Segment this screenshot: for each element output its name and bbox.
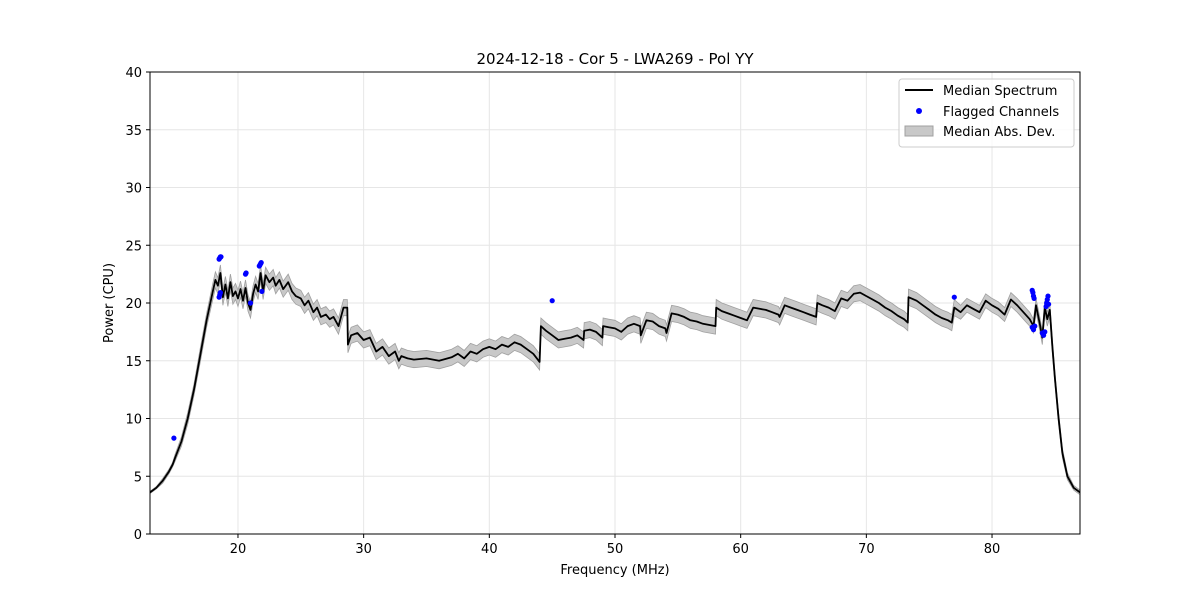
x-tick-label: 40 bbox=[481, 542, 498, 557]
x-tick-label: 20 bbox=[230, 542, 247, 557]
legend-flagged-label: Flagged Channels bbox=[943, 105, 1059, 120]
y-axis-label: Power (CPU) bbox=[102, 263, 117, 343]
flagged-point bbox=[549, 298, 555, 304]
x-axis-ticks: 20 30 40 50 60 70 80 bbox=[230, 534, 1001, 557]
y-tick-label: 40 bbox=[125, 66, 142, 81]
legend-mad-label: Median Abs. Dev. bbox=[943, 125, 1055, 140]
median-spectrum-path bbox=[149, 272, 1081, 494]
y-tick-label: 10 bbox=[125, 413, 142, 428]
y-tick-label: 5 bbox=[134, 470, 142, 485]
flagged-point bbox=[1031, 295, 1037, 301]
flagged-channel-points bbox=[171, 254, 1052, 441]
x-axis-label: Frequency (MHz) bbox=[560, 563, 669, 578]
flagged-point bbox=[1046, 301, 1052, 307]
y-tick-label: 20 bbox=[125, 297, 142, 312]
flagged-point bbox=[1045, 293, 1051, 299]
y-tick-label: 15 bbox=[125, 355, 142, 370]
x-tick-label: 30 bbox=[355, 542, 372, 557]
y-axis-ticks: 0 5 10 15 20 25 30 35 40 bbox=[125, 66, 150, 543]
flagged-point bbox=[171, 435, 177, 441]
flagged-point bbox=[218, 254, 224, 260]
legend-box bbox=[898, 78, 1075, 148]
legend-median-label: Median Spectrum bbox=[943, 84, 1057, 99]
y-tick-label: 35 bbox=[125, 124, 142, 139]
flagged-point bbox=[217, 290, 223, 296]
legend: Median Spectrum Flagged Channels Median … bbox=[898, 78, 1075, 148]
flagged-point bbox=[951, 294, 957, 300]
x-tick-label: 60 bbox=[732, 542, 749, 557]
flagged-point bbox=[259, 288, 265, 294]
x-tick-label: 70 bbox=[858, 542, 875, 557]
median-spectrum-line bbox=[149, 272, 1081, 494]
legend-mad-swatch bbox=[904, 125, 934, 137]
x-tick-label: 80 bbox=[984, 542, 1001, 557]
chart-title: 2024-12-18 - Cor 5 - LWA269 - Pol YY bbox=[477, 50, 755, 68]
legend-flagged-swatch bbox=[916, 108, 922, 114]
flagged-point bbox=[247, 300, 254, 306]
flagged-point bbox=[1042, 329, 1048, 335]
y-tick-label: 25 bbox=[125, 239, 142, 254]
flagged-point bbox=[258, 260, 264, 266]
flagged-point bbox=[1030, 327, 1037, 333]
y-tick-label: 0 bbox=[134, 528, 142, 543]
y-tick-label: 30 bbox=[125, 182, 142, 197]
flagged-point bbox=[243, 270, 249, 276]
x-tick-label: 50 bbox=[607, 542, 624, 557]
